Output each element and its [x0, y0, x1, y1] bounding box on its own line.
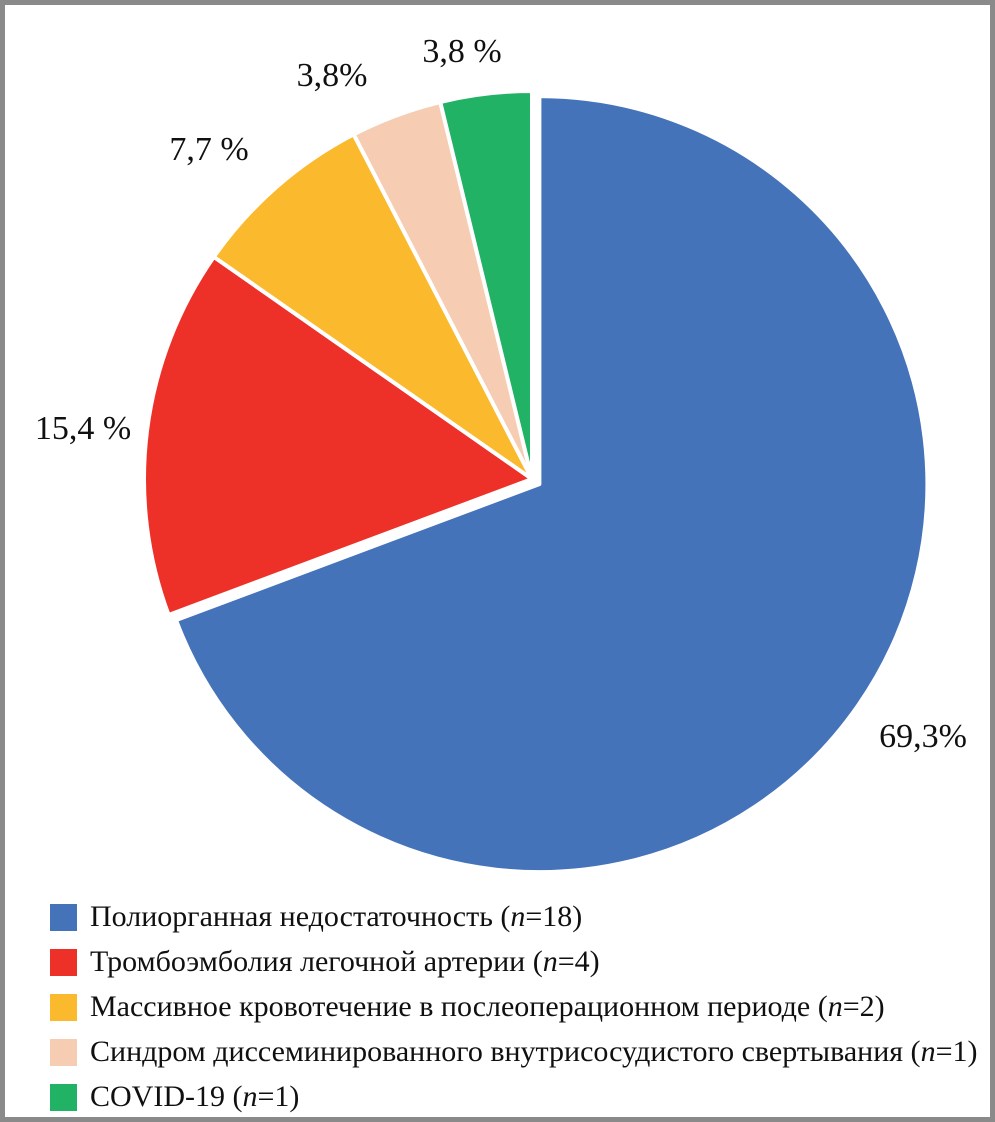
legend-label: Синдром диссеминированного внутрисосудис… — [90, 1035, 978, 1068]
legend-swatch — [50, 1038, 77, 1066]
percent-label-bleeding: 7,7 % — [169, 131, 249, 168]
percent-label-covid: 3,8 % — [422, 33, 502, 70]
legend: Полиорганная недостаточность (n=18) Тром… — [50, 899, 977, 1115]
percent-label-multiorgan: 69,3% — [879, 718, 967, 755]
legend-item-embolism: Тромбоэмболия легочной артерии (n=4) — [50, 944, 977, 980]
legend-item-multiorgan: Полиорганная недостаточность (n=18) — [50, 899, 977, 935]
legend-swatch — [50, 1083, 77, 1111]
legend-label: Массивное кровотечение в послеоперационн… — [90, 990, 885, 1023]
legend-item-covid: COVID-19 (n=1) — [50, 1079, 977, 1115]
legend-item-bleeding: Массивное кровотечение в послеоперационн… — [50, 989, 977, 1025]
legend-swatch — [50, 948, 77, 976]
pie-slice-0 — [174, 94, 930, 875]
legend-swatch — [50, 993, 77, 1021]
legend-label: Тромбоэмболия легочной артерии (n=4) — [90, 945, 600, 978]
pie-slice-4 — [438, 89, 534, 481]
legend-swatch — [50, 903, 77, 931]
pie-slice-2 — [211, 132, 534, 481]
percent-label-embolism: 15,4 % — [34, 410, 132, 447]
pie-chart — [142, 89, 930, 875]
pie-slice-1 — [142, 254, 534, 618]
legend-label: Полиорганная недостаточность (n=18) — [90, 900, 583, 933]
legend-item-dic: Синдром диссеминированного внутрисосудис… — [50, 1034, 977, 1070]
percent-label-dic: 3,8% — [296, 57, 368, 94]
legend-label: COVID-19 (n=1) — [90, 1080, 300, 1113]
